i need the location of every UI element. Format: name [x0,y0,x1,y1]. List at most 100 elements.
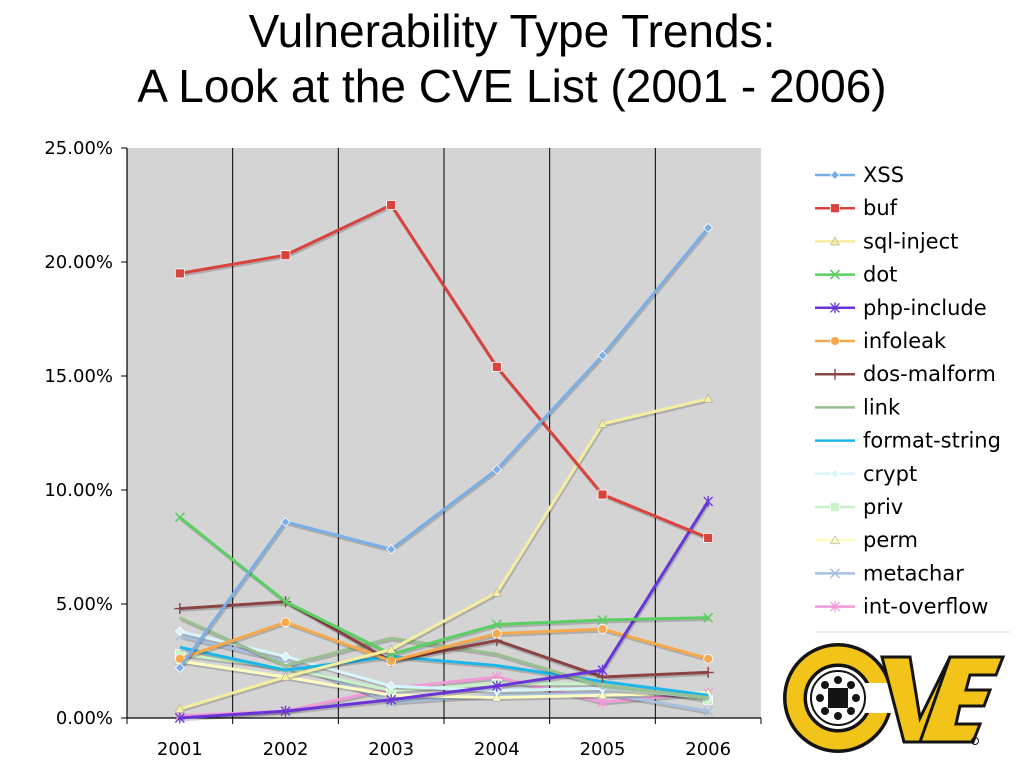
series-line [179,659,709,699]
series-shadow [179,228,711,671]
data-point [174,626,185,637]
data-point [597,624,608,634]
logo-dot [821,707,829,715]
series-layer [174,200,714,724]
x-tick-label: 2003 [368,739,414,760]
legend-label: priv [863,495,903,519]
data-point [280,596,291,607]
data-point [174,712,185,724]
logo-dot [834,676,842,684]
data-point [491,587,502,597]
data-point [597,418,608,428]
x-tick-label: 2005 [580,739,626,760]
legend: XSS buf sql-inject dot php-include infoleak do… [815,163,1010,633]
legend-label: perm [863,528,918,552]
legend-item: buf [815,196,898,220]
legend-item: priv [815,495,903,519]
series-shadow [180,502,711,722]
data-point [386,200,397,210]
series-XSS [174,222,714,673]
legend-label: XSS [863,163,904,187]
series-shadow [180,677,710,720]
x-tick-label: 2001 [157,739,203,760]
cve-logo [783,643,1006,753]
series-dos-malform [174,596,714,683]
series-php-include [174,495,714,724]
logo-dot [834,712,842,720]
legend-item: XSS [815,163,904,187]
series-shadow [180,602,710,681]
data-point [491,464,502,475]
series-line [179,629,709,699]
series-line [179,500,710,720]
logo-dot [847,707,855,715]
legend-marker [830,302,840,314]
legend-marker [830,535,840,545]
data-point [491,619,502,630]
series-line [179,620,709,663]
data-point [491,680,502,692]
series-format-string [179,645,710,699]
x-axis-ticks: 2001 2002 2003 2004 2005 2006 [126,718,762,760]
series-shadow [180,631,710,701]
legend-marker [830,601,840,613]
legend-marker [830,203,840,214]
series-buf [174,200,714,543]
y-tick-label: 10.00% [44,480,113,501]
series-line [179,600,709,679]
data-point [280,250,291,261]
data-point [386,644,397,654]
logo-dot [847,681,855,689]
legend-label: dos-malform [863,362,996,386]
series-line [178,226,710,669]
legend-item: sql-inject [815,229,958,253]
legend-label: format-string [863,429,1001,453]
legend-label: sql-inject [863,229,958,253]
legend-label: crypt [863,462,917,486]
series-crypt [174,626,714,703]
data-point [703,393,714,403]
series-line [179,203,709,540]
logo-dot [852,694,860,702]
data-point [386,544,397,555]
data-point [386,681,397,692]
data-point [174,268,185,279]
data-point [386,694,397,706]
data-point [280,671,291,681]
legend-marker [830,336,840,346]
data-point [174,662,185,673]
series-shadow [180,399,710,713]
y-tick-label: 5.00% [56,594,113,615]
series-infoleak [174,617,714,666]
legend-item: link [815,395,901,419]
series-shadow [180,647,710,699]
legend-marker [830,236,840,246]
data-point [703,222,714,233]
legend-marker [829,368,841,380]
title-line-1: Vulnerability Type Trends: [248,5,776,57]
logo-dot [816,694,824,702]
data-point [174,703,185,713]
data-point [597,350,608,361]
data-point [703,495,714,507]
legend-item: dot [815,263,897,287]
series-shadow [180,622,710,665]
legend-label: infoleak [863,329,947,353]
legend-marker [829,468,841,479]
legend-label: buf [863,196,898,220]
legend-marker [829,169,841,181]
legend-label: php-include [863,296,987,320]
registered-mark [971,737,979,745]
data-point [174,512,185,523]
legend-label: dot [863,263,897,287]
legend-item: metachar [815,561,964,585]
y-tick-label: 0.00% [56,708,113,729]
legend-item: format-string [815,429,1001,453]
legend-label: link [863,395,901,419]
legend-item: dos-malform [815,362,996,386]
legend-item: php-include [815,296,987,320]
series-line [178,516,709,656]
data-point [703,653,714,664]
data-point [703,532,714,543]
series-shadow [180,661,710,701]
